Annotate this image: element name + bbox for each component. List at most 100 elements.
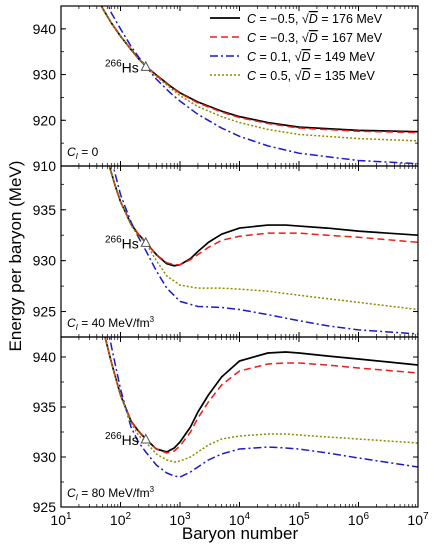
legend-sqrt: √ <box>302 31 309 45</box>
panel-series <box>104 337 418 478</box>
panel-label-value: = 80 MeV/fm <box>78 486 150 500</box>
panel-series <box>100 6 418 165</box>
legend-c-symbol: C <box>247 50 257 64</box>
y-tick-label: 930 <box>33 253 57 269</box>
legend-c-value: = −0.5, <box>256 12 302 26</box>
x-tick-label: 104 <box>229 511 251 528</box>
series-line-1 <box>108 166 418 267</box>
y-tick-label: 940 <box>33 349 57 365</box>
y-tick-label: 935 <box>33 202 57 218</box>
hs266-symbol: Hs <box>122 432 139 448</box>
series-line-4 <box>108 166 418 311</box>
panel-label: CI = 0 <box>67 145 99 161</box>
legend-sqrt: √ <box>295 69 302 83</box>
x-tick-exponent: 2 <box>126 511 132 522</box>
panel-label: CI = 40 MeV/fm3 <box>67 315 155 332</box>
legend-d-symbol: D <box>309 31 318 45</box>
legend-entry-2: C = −0.3, √D = 167 MeV <box>247 31 383 45</box>
legend-d-value: = 149 MeV <box>311 50 376 64</box>
hs266-label: 266Hs <box>105 58 139 75</box>
x-axis-ticks: 101 102 103 104 105 106 107 <box>50 511 429 528</box>
y-tick-label: 930 <box>33 67 57 83</box>
series-line-2 <box>100 6 418 134</box>
x-tick-base: 10 <box>110 512 126 528</box>
legend-d-symbol: D <box>309 12 318 26</box>
panel-label-subscript: I <box>76 152 79 161</box>
x-axis-label: Baryon number <box>182 524 299 543</box>
hs266-mass-number: 266 <box>105 431 122 442</box>
panel-3: 925 930 935 940 266Hs CI = 80 MeV/fm3 <box>33 337 419 515</box>
panel-label: CI = 80 MeV/fm3 <box>67 485 155 502</box>
panel-label-superscript: 3 <box>150 315 155 324</box>
x-tick-base: 10 <box>348 512 364 528</box>
x-tick-label: 107 <box>407 511 429 528</box>
x-tick-exponent: 5 <box>304 511 310 522</box>
legend-c-value: = −0.3, <box>256 31 302 45</box>
x-tick-label: 106 <box>348 511 370 528</box>
panel-label-c: C <box>67 486 76 500</box>
legend-c-symbol: C <box>247 12 257 26</box>
series-line-3 <box>107 6 418 165</box>
series-line-3 <box>108 337 418 478</box>
panel-2: 925 930 935 266Hs CI = 40 MeV/fm3 <box>33 166 419 338</box>
panel-label-superscript: 3 <box>150 485 155 494</box>
series-line-4 <box>100 6 418 142</box>
panel-label-c: C <box>67 316 76 330</box>
legend-c-value: = 0.1, <box>256 50 295 64</box>
x-tick-exponent: 4 <box>245 511 251 522</box>
series-line-2 <box>108 166 418 266</box>
x-tick-label: 105 <box>288 511 310 528</box>
panel-frame <box>60 5 419 167</box>
y-tick-label: 920 <box>33 112 57 128</box>
legend-d-symbol: D <box>301 50 310 64</box>
panel-label-subscript: I <box>76 493 79 502</box>
panel-label-subscript: I <box>76 323 79 332</box>
hs266-label: 266Hs <box>105 431 139 448</box>
x-tick-exponent: 7 <box>423 511 429 522</box>
panel-series <box>108 166 418 335</box>
hs266-symbol: Hs <box>122 59 139 75</box>
legend-c-symbol: C <box>247 69 257 83</box>
y-tick-label: 925 <box>33 304 57 320</box>
hs266-marker <box>140 60 152 71</box>
y-axis-label: Energy per baryon (MeV) <box>6 161 25 352</box>
hs266-mass-number: 266 <box>105 58 122 69</box>
y-tick-label: 930 <box>33 449 57 465</box>
series-line-2 <box>104 337 418 454</box>
x-tick-exponent: 6 <box>364 511 370 522</box>
x-tick-label: 101 <box>50 511 72 528</box>
legend-entry-4: C = 0.5, √D = 135 MeV <box>247 69 375 83</box>
series-line-3 <box>112 166 418 335</box>
legend-c-value: = 0.5, <box>256 69 295 83</box>
panel-frames <box>60 5 419 508</box>
legend-sqrt: √ <box>302 12 309 26</box>
series-line-4 <box>104 337 418 463</box>
legend-d-value: = 135 MeV <box>311 69 376 83</box>
legend-sqrt: √ <box>295 50 302 64</box>
panel-label-value: = 40 MeV/fm <box>78 316 150 330</box>
x-tick-base: 10 <box>407 512 423 528</box>
series-line-1 <box>104 337 418 453</box>
legend-d-value: = 167 MeV <box>318 31 383 45</box>
hs266-marker <box>140 236 152 247</box>
legend-c-symbol: C <box>247 31 257 45</box>
x-tick-exponent: 3 <box>185 511 191 522</box>
x-tick-base: 10 <box>169 512 185 528</box>
panel-label-value: = 0 <box>78 145 99 159</box>
y-tick-label: 910 <box>33 158 57 174</box>
x-tick-exponent: 1 <box>66 511 72 522</box>
legend-entry-1: C = −0.5, √D = 176 MeV <box>247 12 383 26</box>
legend-entry-3: C = 0.1, √D = 149 MeV <box>247 50 375 64</box>
panel-label-c: C <box>67 145 76 159</box>
x-tick-base: 10 <box>229 512 245 528</box>
y-tick-label: 935 <box>33 399 57 415</box>
hs266-symbol: Hs <box>122 235 139 251</box>
hs266-marker <box>140 433 152 444</box>
panel-frame <box>60 336 419 508</box>
hs266-mass-number: 266 <box>105 234 122 245</box>
x-tick-label: 103 <box>169 511 191 528</box>
panel-frame <box>60 165 419 338</box>
y-tick-label: 925 <box>33 499 57 515</box>
legend-d-value: = 176 MeV <box>318 12 383 26</box>
